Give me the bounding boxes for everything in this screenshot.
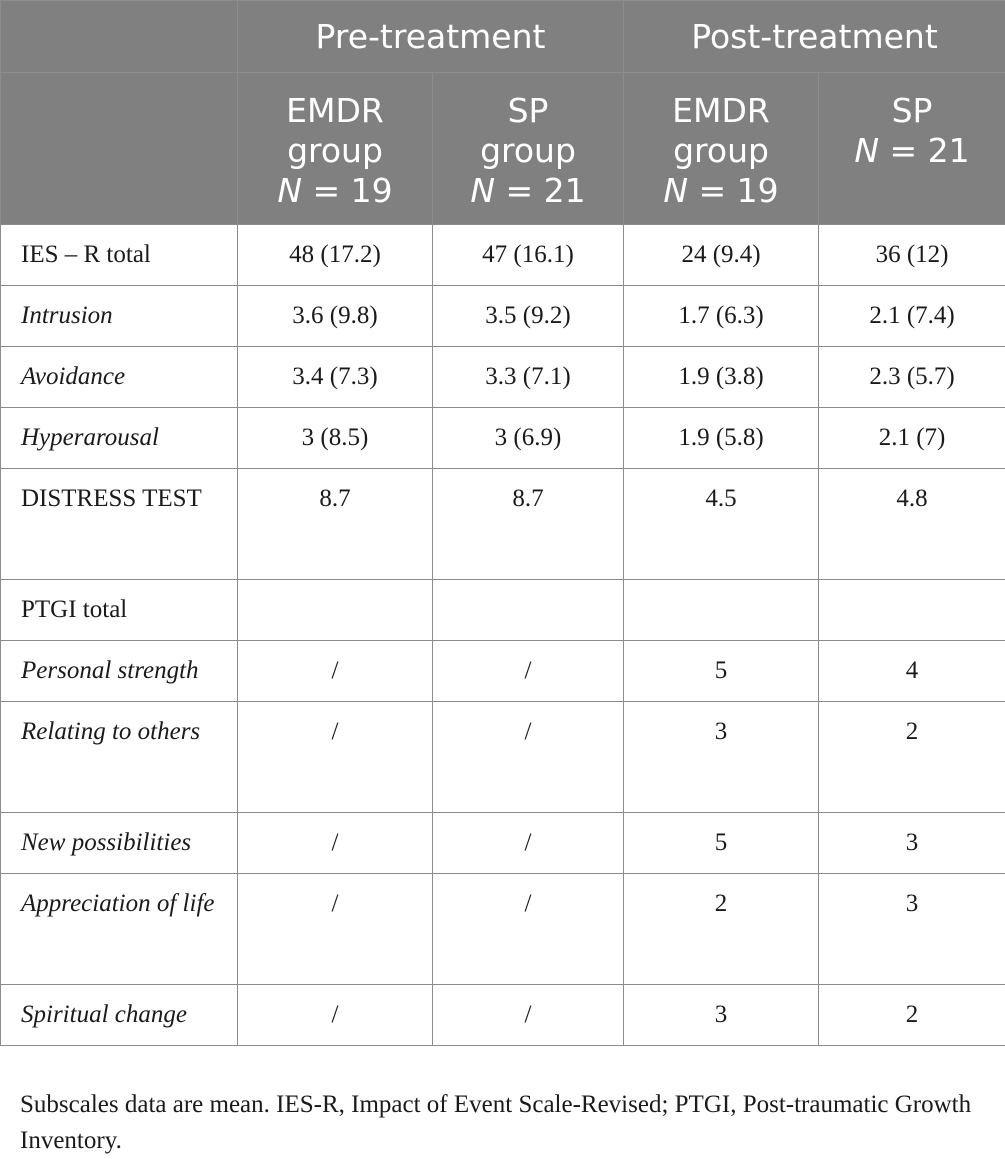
header-n-symbol: N [854, 131, 879, 170]
row-label: Personal strength [1, 641, 238, 702]
header-line: SP [433, 91, 623, 131]
row-label: Intrusion [1, 286, 238, 347]
table-cell: 3.4 (7.3) [238, 347, 433, 408]
row-label: Hyperarousal [1, 408, 238, 469]
header-n-symbol: N [470, 171, 495, 210]
table-cell: 3.5 (9.2) [433, 286, 624, 347]
table-row-new-possibilities: New possibilities / / 5 3 [1, 813, 1005, 874]
table-cell [624, 580, 819, 641]
row-label: Avoidance [1, 347, 238, 408]
table-row-relating-to-others: Relating to others / / 3 2 [1, 702, 1005, 813]
table-cell: 36 (12) [819, 225, 1005, 286]
table-cell: 2 [819, 702, 1005, 813]
header-line: group [433, 131, 623, 171]
table-cell: / [433, 641, 624, 702]
table-cell: 4 [819, 641, 1005, 702]
table-cell: / [433, 813, 624, 874]
header-line: SP [819, 91, 1005, 131]
table-cell: 2.1 (7.4) [819, 286, 1005, 347]
header-n-line: N = 19 [238, 171, 432, 211]
row-label: New possibilities [1, 813, 238, 874]
table-cell: / [433, 702, 624, 813]
table-cell: 3 [819, 813, 1005, 874]
table-cell: 4.5 [624, 469, 819, 580]
table-row-personal-strength: Personal strength / / 5 4 [1, 641, 1005, 702]
table-cell: 3.3 (7.1) [433, 347, 624, 408]
table-cell: 3 [819, 874, 1005, 985]
table-row-avoidance: Avoidance 3.4 (7.3) 3.3 (7.1) 1.9 (3.8) … [1, 347, 1005, 408]
table-cell: 1.7 (6.3) [624, 286, 819, 347]
header-n-symbol: N [663, 171, 688, 210]
table-cell: 8.7 [433, 469, 624, 580]
row-label: IES – R total [1, 225, 238, 286]
header-empty-cell [1, 1, 238, 73]
header-n-line: N = 19 [624, 171, 818, 211]
table-cell: 5 [624, 641, 819, 702]
header-line: EMDR [238, 91, 432, 131]
table-cell: / [238, 985, 433, 1046]
table-cell: 4.8 [819, 469, 1005, 580]
table-cell: 24 (9.4) [624, 225, 819, 286]
header-group-row: Pre-treatment Post-treatment [1, 1, 1005, 73]
table-cell: 3 (8.5) [238, 408, 433, 469]
table-row-appreciation-of-life: Appreciation of life / / 2 3 [1, 874, 1005, 985]
table-row-spiritual-change: Spiritual change / / 3 2 [1, 985, 1005, 1046]
row-label: DISTRESS TEST [1, 469, 238, 580]
table-cell: / [433, 874, 624, 985]
table-cell: 8.7 [238, 469, 433, 580]
table-cell: / [433, 985, 624, 1046]
table-cell: 5 [624, 813, 819, 874]
table-cell: 3 [624, 985, 819, 1046]
header-n-line: N = 21 [819, 131, 1005, 171]
table-cell: 48 (17.2) [238, 225, 433, 286]
header-post-treatment: Post-treatment [624, 1, 1005, 73]
header-line: EMDR [624, 91, 818, 131]
header-n-symbol: N [277, 171, 302, 210]
table-cell: / [238, 702, 433, 813]
table-cell: 2.3 (5.7) [819, 347, 1005, 408]
table-footnote: Subscales data are mean. IES-R, Impact o… [20, 1087, 980, 1159]
table-cell: 2.1 (7) [819, 408, 1005, 469]
table-cell [819, 580, 1005, 641]
table-cell: / [238, 641, 433, 702]
table-row-intrusion: Intrusion 3.6 (9.8) 3.5 (9.2) 1.7 (6.3) … [1, 286, 1005, 347]
table-row-ptgi-total: PTGI total [1, 580, 1005, 641]
results-table: Pre-treatment Post-treatment EMDR group … [0, 0, 1005, 1046]
header-pre-emdr-group: EMDR group N = 19 [238, 73, 433, 225]
header-n-value: = 21 [495, 171, 586, 210]
header-pre-treatment: Pre-treatment [238, 1, 624, 73]
table-cell: 1.9 (5.8) [624, 408, 819, 469]
table-row-hyperarousal: Hyperarousal 3 (8.5) 3 (6.9) 1.9 (5.8) 2… [1, 408, 1005, 469]
header-post-emdr-group: EMDR group N = 19 [624, 73, 819, 225]
table-cell: 2 [624, 874, 819, 985]
header-line: group [624, 131, 818, 171]
table-cell: 3.6 (9.8) [238, 286, 433, 347]
row-label: Appreciation of life [1, 874, 238, 985]
header-n-value: = 19 [688, 171, 779, 210]
table-cell [433, 580, 624, 641]
header-post-sp-group: SP N = 21 [819, 73, 1005, 225]
table-cell: 2 [819, 985, 1005, 1046]
header-empty-cell [1, 73, 238, 225]
row-label: Relating to others [1, 702, 238, 813]
header-column-row: EMDR group N = 19 SP group N = 21 EMDR g… [1, 73, 1005, 225]
table-row-distress-test: DISTRESS TEST 8.7 8.7 4.5 4.8 [1, 469, 1005, 580]
table-row-ies-r-total: IES – R total 48 (17.2) 47 (16.1) 24 (9.… [1, 225, 1005, 286]
header-n-value: = 21 [879, 131, 970, 170]
table-cell: 47 (16.1) [433, 225, 624, 286]
header-n-value: = 19 [302, 171, 393, 210]
header-pre-sp-group: SP group N = 21 [433, 73, 624, 225]
row-label: Spiritual change [1, 985, 238, 1046]
table-cell: / [238, 874, 433, 985]
table-cell [238, 580, 433, 641]
row-label: PTGI total [1, 580, 238, 641]
header-line: group [238, 131, 432, 171]
table-cell: / [238, 813, 433, 874]
table-cell: 1.9 (3.8) [624, 347, 819, 408]
table-cell: 3 [624, 702, 819, 813]
table-cell: 3 (6.9) [433, 408, 624, 469]
header-n-line: N = 21 [433, 171, 623, 211]
